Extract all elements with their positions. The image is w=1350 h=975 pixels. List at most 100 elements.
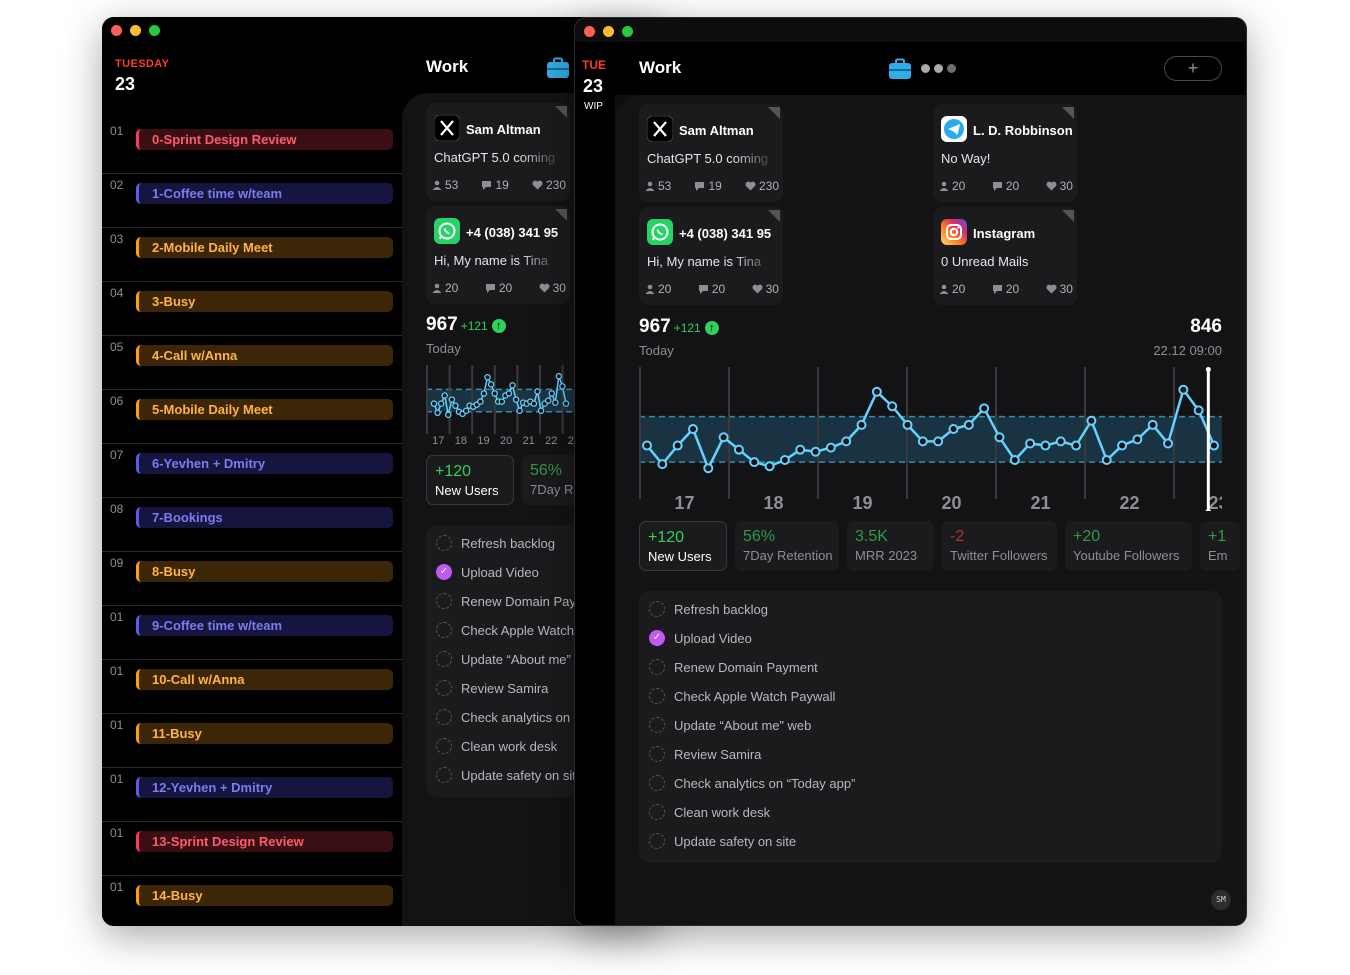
data-point[interactable] [1101, 455, 1112, 465]
data-point[interactable] [1178, 384, 1189, 395]
data-point[interactable] [505, 390, 513, 397]
todo-item[interactable]: Update safety on site [649, 831, 796, 851]
data-point[interactable] [462, 407, 470, 415]
data-point[interactable] [445, 411, 452, 419]
todo-item[interactable]: ✓ Upload Video [649, 628, 752, 648]
data-point[interactable] [548, 390, 555, 397]
checkbox-icon[interactable] [649, 601, 665, 617]
checkmark-icon[interactable]: ✓ [436, 564, 452, 580]
data-point[interactable] [1009, 455, 1020, 465]
data-point[interactable] [477, 398, 484, 405]
data-point[interactable] [948, 424, 959, 434]
data-point[interactable] [516, 407, 523, 415]
todo-item[interactable]: Check Apple Watch Paywall [649, 686, 835, 706]
data-point[interactable] [1193, 405, 1204, 416]
page-indicator[interactable] [921, 64, 956, 73]
todo-item[interactable]: Renew Domain Payment [649, 657, 818, 677]
todo-item[interactable]: Clean work desk [649, 802, 770, 822]
data-point[interactable] [856, 419, 867, 430]
metric-tile[interactable]: +20 Youtube Followers [1065, 521, 1192, 571]
social-card[interactable]: +4 (038) 341 95 Hi, My name is Tina 20 20 30 [426, 206, 570, 304]
data-point[interactable] [1132, 434, 1143, 445]
todo-item[interactable]: Check analytics on “Today app” [649, 773, 855, 793]
minimize-button[interactable] [603, 26, 614, 37]
calendar-event[interactable]: 0-Sprint Design Review [136, 129, 393, 150]
social-card[interactable]: L. D. Robbinson No Way! 20 20 30 [933, 104, 1077, 202]
data-point[interactable] [917, 436, 928, 447]
cursor-handle[interactable] [1205, 367, 1211, 372]
data-point[interactable] [733, 444, 744, 455]
todo-item[interactable]: ✓ Upload Video [436, 562, 539, 582]
calendar-event[interactable]: 13-Sprint Design Review [136, 831, 393, 852]
data-point[interactable] [512, 396, 520, 403]
metric-tile[interactable]: +120 New Users [639, 521, 727, 571]
data-point[interactable] [1055, 436, 1066, 447]
social-card[interactable]: Sam Altman ChatGPT 5.0 coming 53 19 230 [426, 103, 570, 201]
checkbox-icon[interactable] [436, 535, 452, 551]
data-point[interactable] [480, 390, 488, 397]
data-point[interactable] [825, 442, 836, 453]
checkmark-icon[interactable]: ✓ [649, 630, 665, 646]
data-point[interactable] [434, 409, 441, 417]
data-point[interactable] [441, 392, 448, 399]
data-point[interactable] [841, 436, 852, 447]
data-point[interactable] [1040, 440, 1051, 451]
calendar-event[interactable]: 10-Call w/Anna [136, 669, 393, 690]
data-point[interactable] [484, 373, 491, 381]
avatar[interactable]: SM [1211, 890, 1231, 910]
data-point[interactable] [718, 432, 729, 443]
data-point[interactable] [1209, 440, 1219, 451]
zoom-button[interactable] [149, 25, 160, 36]
data-point[interactable] [1071, 440, 1082, 451]
todo-item[interactable]: Renew Domain Payment [436, 591, 605, 611]
data-point[interactable] [979, 403, 990, 414]
data-point[interactable] [534, 388, 541, 395]
data-point[interactable] [559, 383, 566, 390]
data-point[interactable] [1163, 438, 1174, 449]
data-point[interactable] [1147, 419, 1158, 430]
page-dot[interactable] [947, 64, 956, 73]
data-point[interactable] [687, 424, 698, 434]
todo-item[interactable]: Refresh backlog [436, 533, 555, 553]
todo-item[interactable]: Update “About me” web [436, 649, 598, 669]
checkbox-icon[interactable] [649, 804, 665, 820]
checkbox-icon[interactable] [436, 738, 452, 754]
metric-tile[interactable]: +1 Em [1200, 521, 1240, 571]
data-point[interactable] [963, 419, 974, 430]
page-dot[interactable] [934, 64, 943, 73]
data-point[interactable] [902, 419, 913, 430]
calendar-event[interactable]: 5-Mobile Daily Meet [136, 399, 393, 420]
data-point[interactable] [544, 397, 552, 404]
data-point[interactable] [779, 455, 790, 465]
data-point[interactable] [491, 390, 498, 397]
checkbox-icon[interactable] [649, 688, 665, 704]
data-point[interactable] [430, 400, 438, 407]
todo-item[interactable]: Update “About me” web [649, 715, 811, 735]
data-point[interactable] [452, 402, 459, 409]
calendar-event[interactable]: 11-Busy [136, 723, 393, 744]
calendar-event[interactable]: 8-Busy [136, 561, 393, 582]
social-card[interactable]: Instagram 0 Unread Mails 20 20 30 [933, 207, 1077, 305]
metric-tile[interactable]: +120 New Users [426, 455, 514, 505]
social-card[interactable]: +4 (038) 341 95 Hi, My name is Tina 20 20 30 [639, 207, 783, 305]
data-point[interactable] [703, 463, 714, 474]
checkbox-icon[interactable] [436, 651, 452, 667]
data-point[interactable] [810, 446, 821, 457]
data-point[interactable] [672, 440, 683, 451]
data-point[interactable] [887, 401, 898, 412]
data-point[interactable] [871, 386, 882, 397]
todo-item[interactable]: Review Samira [649, 744, 761, 764]
data-point[interactable] [562, 400, 570, 407]
calendar-event[interactable]: 6-Yevhen + Dmitry [136, 453, 393, 474]
checkbox-icon[interactable] [649, 775, 665, 791]
data-point[interactable] [448, 396, 456, 403]
calendar-event[interactable]: 3-Busy [136, 291, 393, 312]
data-point[interactable] [933, 436, 944, 447]
close-button[interactable] [111, 25, 122, 36]
calendar-event[interactable]: 2-Mobile Daily Meet [136, 237, 393, 258]
data-point[interactable] [795, 444, 806, 455]
checkbox-icon[interactable] [436, 593, 452, 609]
zoom-button[interactable] [622, 26, 633, 37]
checkbox-icon[interactable] [436, 767, 452, 783]
close-button[interactable] [584, 26, 595, 37]
